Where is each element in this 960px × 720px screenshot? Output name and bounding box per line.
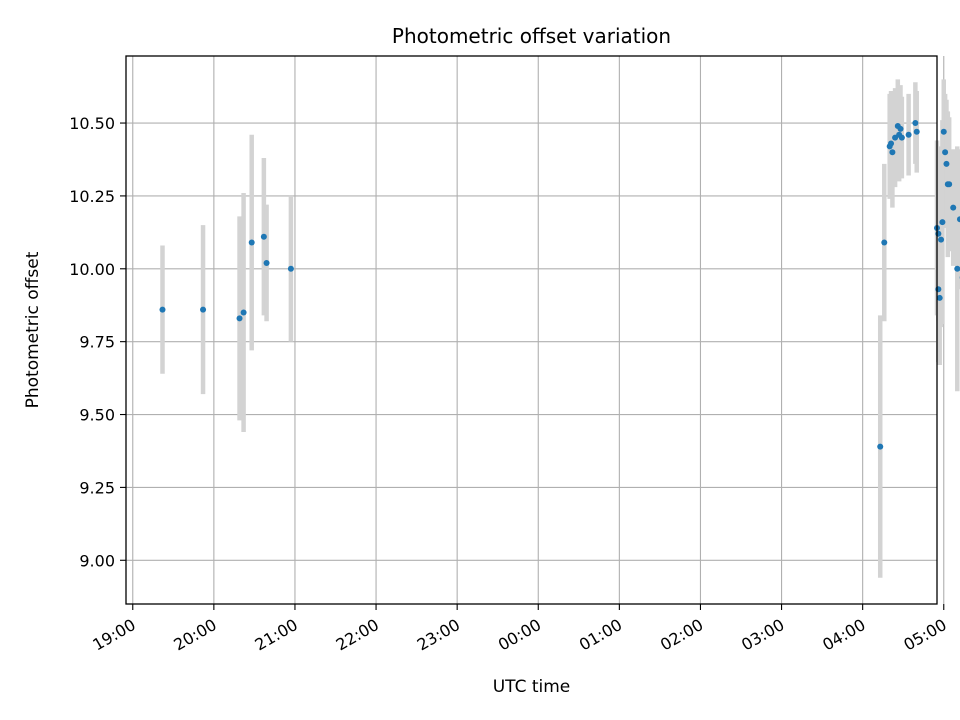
y-tick-label: 9.00 [79, 551, 115, 570]
data-point [263, 259, 270, 266]
y-axis-ticks: 9.00 9.25 9.50 9.75 10.00 10.25 10.50 [69, 114, 126, 570]
data-point [936, 294, 943, 301]
data-point [905, 131, 912, 138]
data-point [260, 233, 267, 240]
data-point [935, 230, 942, 237]
data-point [159, 306, 166, 313]
x-axis-title: UTC time [493, 677, 571, 697]
data-point [881, 239, 888, 246]
data-point [954, 265, 960, 272]
data-point [248, 239, 255, 246]
data-point [240, 309, 247, 316]
data-point [913, 128, 920, 135]
y-tick-label: 9.50 [79, 406, 115, 425]
data-point [940, 128, 947, 135]
data-point [943, 160, 950, 167]
data-point [236, 315, 243, 322]
data-point [956, 216, 960, 223]
data-point [912, 120, 919, 127]
y-tick-label: 10.50 [69, 114, 115, 133]
data-point [888, 140, 895, 147]
data-point [898, 134, 905, 141]
y-tick-label: 10.25 [69, 187, 115, 206]
plot-frame [125, 55, 938, 605]
y-tick-label: 10.00 [69, 260, 115, 279]
data-point [200, 306, 207, 313]
data-point [889, 149, 896, 156]
chart-title: Photometric offset variation [392, 24, 671, 48]
data-point [950, 204, 957, 211]
data-point [287, 265, 294, 272]
data-points [159, 120, 960, 450]
data-point [935, 286, 942, 293]
data-point [946, 181, 953, 188]
data-point [939, 219, 946, 226]
data-point [877, 443, 884, 450]
y-axis-title: Photometric offset [23, 251, 43, 408]
data-point [942, 149, 949, 156]
y-tick-label: 9.75 [79, 333, 115, 352]
data-point [897, 125, 904, 132]
data-point [938, 236, 945, 243]
y-tick-label: 9.25 [79, 478, 115, 497]
